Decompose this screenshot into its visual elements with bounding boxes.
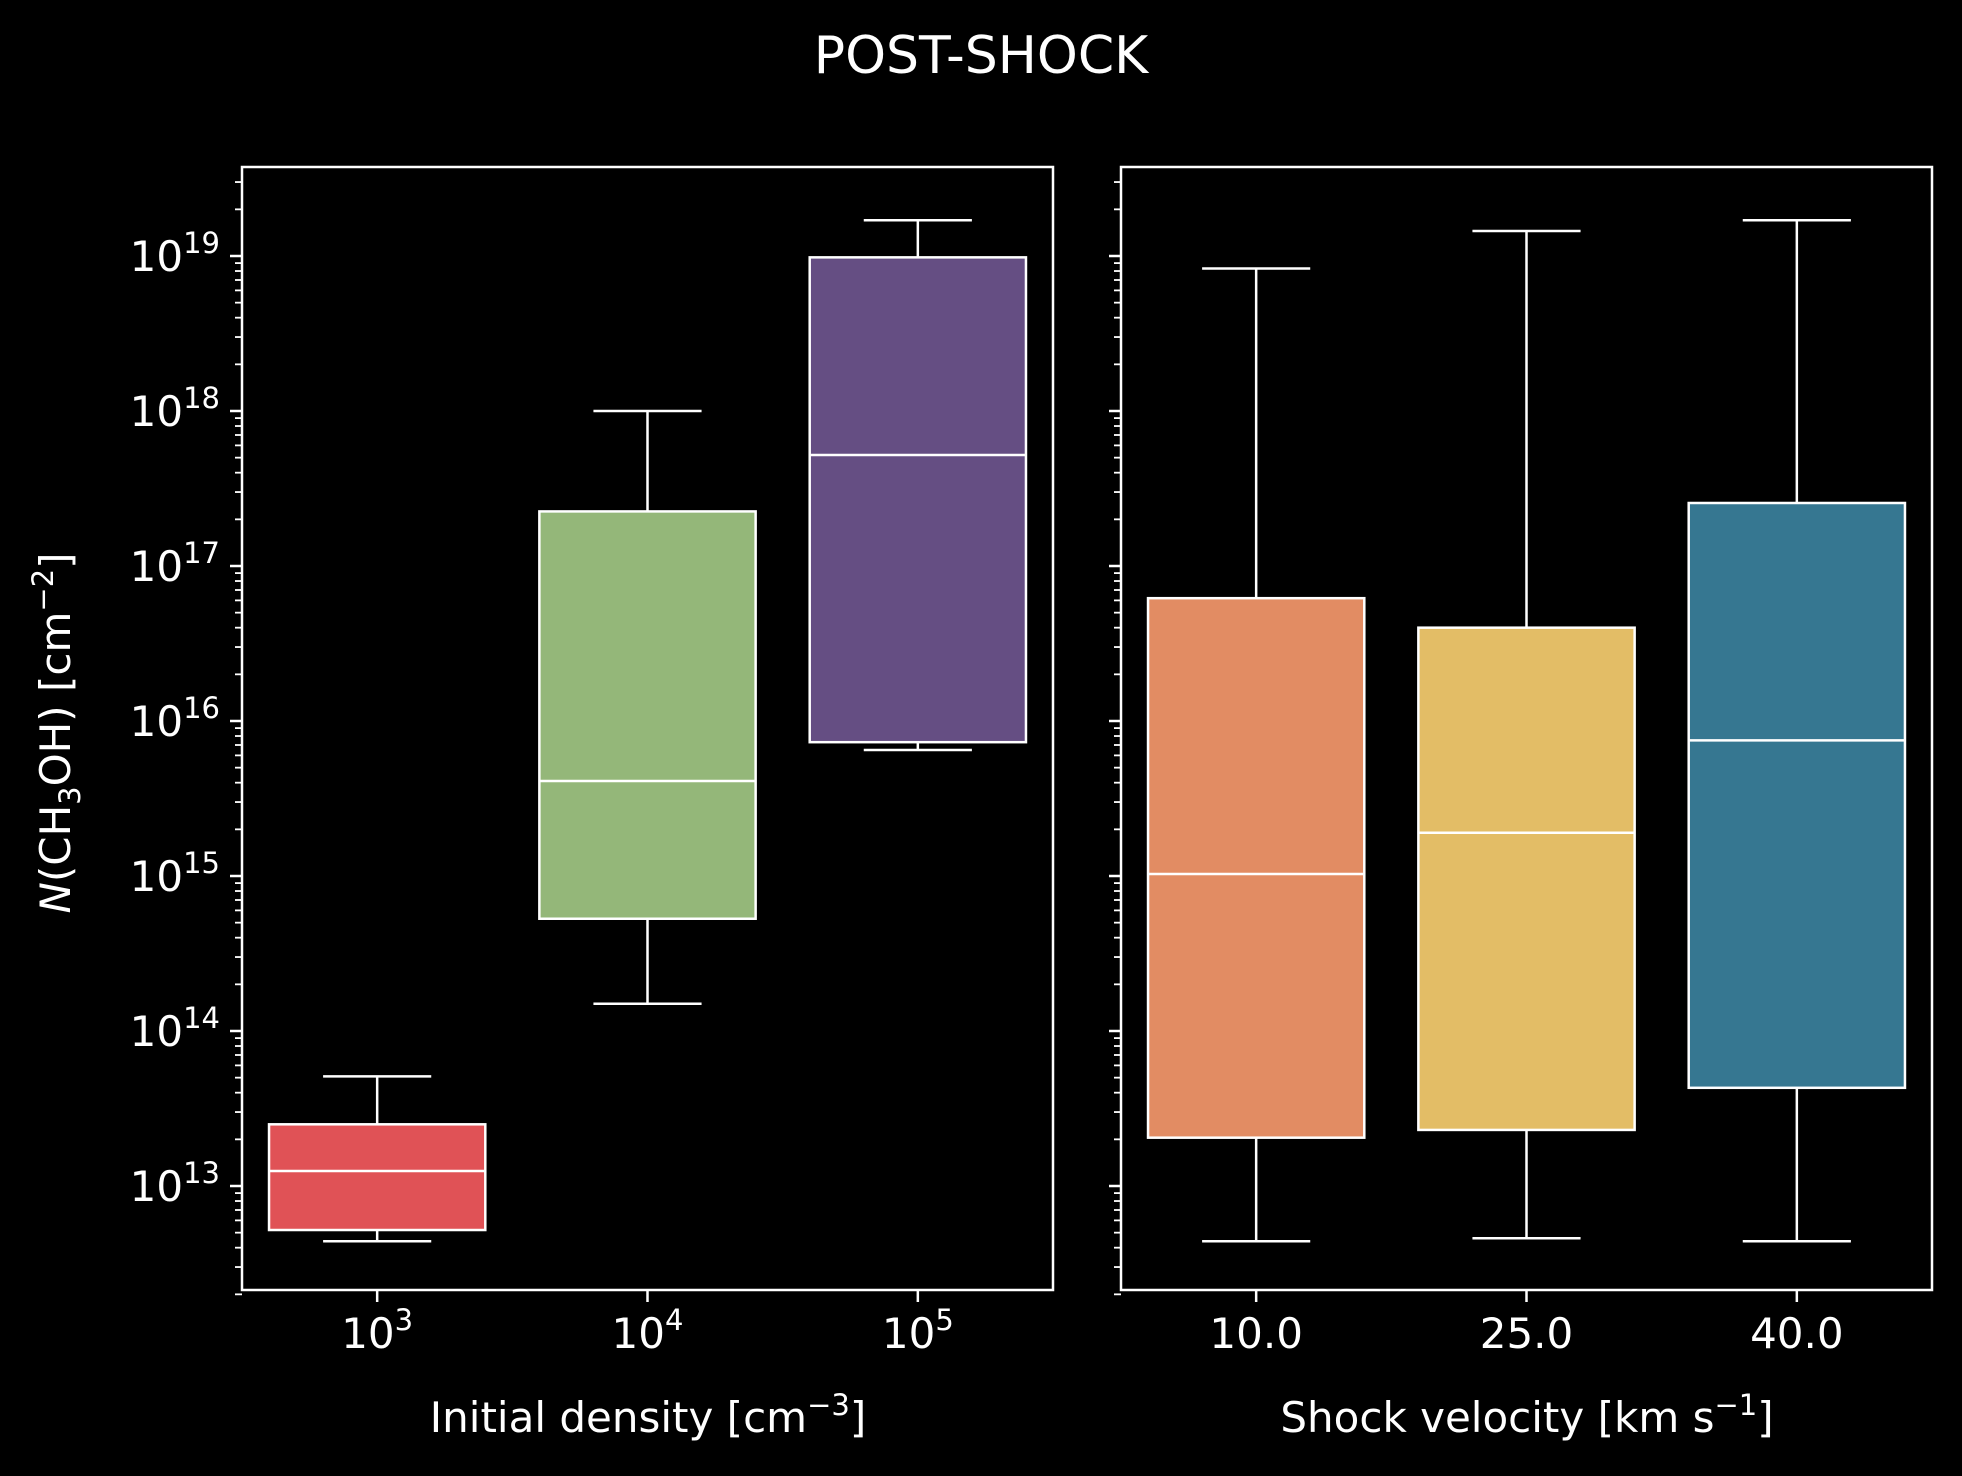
x-tick-label: 40.0 [1750,1309,1844,1358]
y-tick-label-exponent: 16 [183,691,220,725]
y-tick-label-base: 10 [130,697,183,746]
x-tick-label-exponent: 3 [395,1303,413,1337]
panel-shock-velocity-xlabel: Shock velocity [km s−1] [1280,1388,1773,1442]
x-tick-label: 105 [882,1303,954,1358]
y-tick-label: 1019 [130,226,220,281]
panel-shock-velocity-marks: 10.0 25.0 40.0 [1109,181,1907,1358]
y-tick-label-base: 10 [130,387,183,436]
panel-shock-velocity: 10.0 25.0 40.0 Shock velocity [km s−1] [1109,165,1934,1442]
y-tick-label-exponent: 15 [183,846,220,880]
x-tick-label-base: 10 [612,1309,665,1358]
panel-initial-density-xlabel-end: ] [850,1393,866,1442]
y-tick-label: 1017 [130,536,220,591]
y-tick-label: 1013 [130,1156,220,1211]
box-body [1687,501,1907,1090]
y-axis-label: N(CH3OH) [cm−2] [26,552,87,913]
y-tick-label-base: 10 [130,1007,183,1056]
y-tick-label-exponent: 13 [183,1156,220,1190]
y-tick-label-exponent: 19 [183,226,220,260]
x-tick-label: 104 [612,1303,684,1358]
y-axis-label-open: (CH [31,805,80,882]
y-tick-label-exponent: 18 [183,381,220,415]
y-tick-label-base: 10 [130,542,183,591]
x-tick-label-exponent: 5 [935,1303,953,1337]
y-axis-label-end: ] [31,552,80,568]
x-tick-label: 10.0 [1209,1309,1303,1358]
y-tick-label: 1015 [130,846,220,901]
y-tick-label: 1014 [130,1001,220,1056]
y-axis-label-close: OH) [cm [31,612,80,787]
panel-shock-velocity-xlabel-sup: −1 [1714,1388,1757,1422]
x-tick-label: 25.0 [1480,1309,1574,1358]
box-body [267,1123,487,1232]
y-tick-label-exponent: 17 [183,536,220,570]
y-tick-label: 1016 [130,691,220,746]
x-tick-label-exponent: 4 [665,1303,683,1337]
panel-initial-density-frame [240,165,1055,1292]
figure-title: POST-SHOCK [814,26,1150,86]
y-axis-label-symbol: N [31,882,80,913]
x-tick-label: 103 [341,1303,413,1358]
x-tick-label-base: 10 [882,1309,935,1358]
box-body [538,510,757,920]
panel-shock-velocity-frame [1119,165,1934,1292]
panel-initial-density-xlabel-text: Initial density [cm [430,1393,807,1442]
y-axis-label-superscript: −2 [26,569,60,612]
y-axis-label-subscript: 3 [53,786,87,804]
box-body [1146,596,1366,1139]
panel-initial-density-xlabel-sup: −3 [807,1388,850,1422]
x-tick-label-base: 10 [341,1309,394,1358]
panel-shock-velocity-xlabel-end: ] [1757,1393,1773,1442]
box-body [1417,626,1636,1132]
panel-initial-density-xlabel: Initial density [cm−3] [430,1388,866,1442]
panel-shock-velocity-xlabel-text: Shock velocity [km s [1280,1393,1714,1442]
y-tick-label: 1018 [130,381,220,436]
y-tick-label-base: 10 [130,1162,183,1211]
box-body [808,256,1028,744]
y-tick-label-base: 10 [130,852,183,901]
y-tick-label-base: 10 [130,232,183,281]
y-tick-label-exponent: 14 [183,1001,220,1035]
